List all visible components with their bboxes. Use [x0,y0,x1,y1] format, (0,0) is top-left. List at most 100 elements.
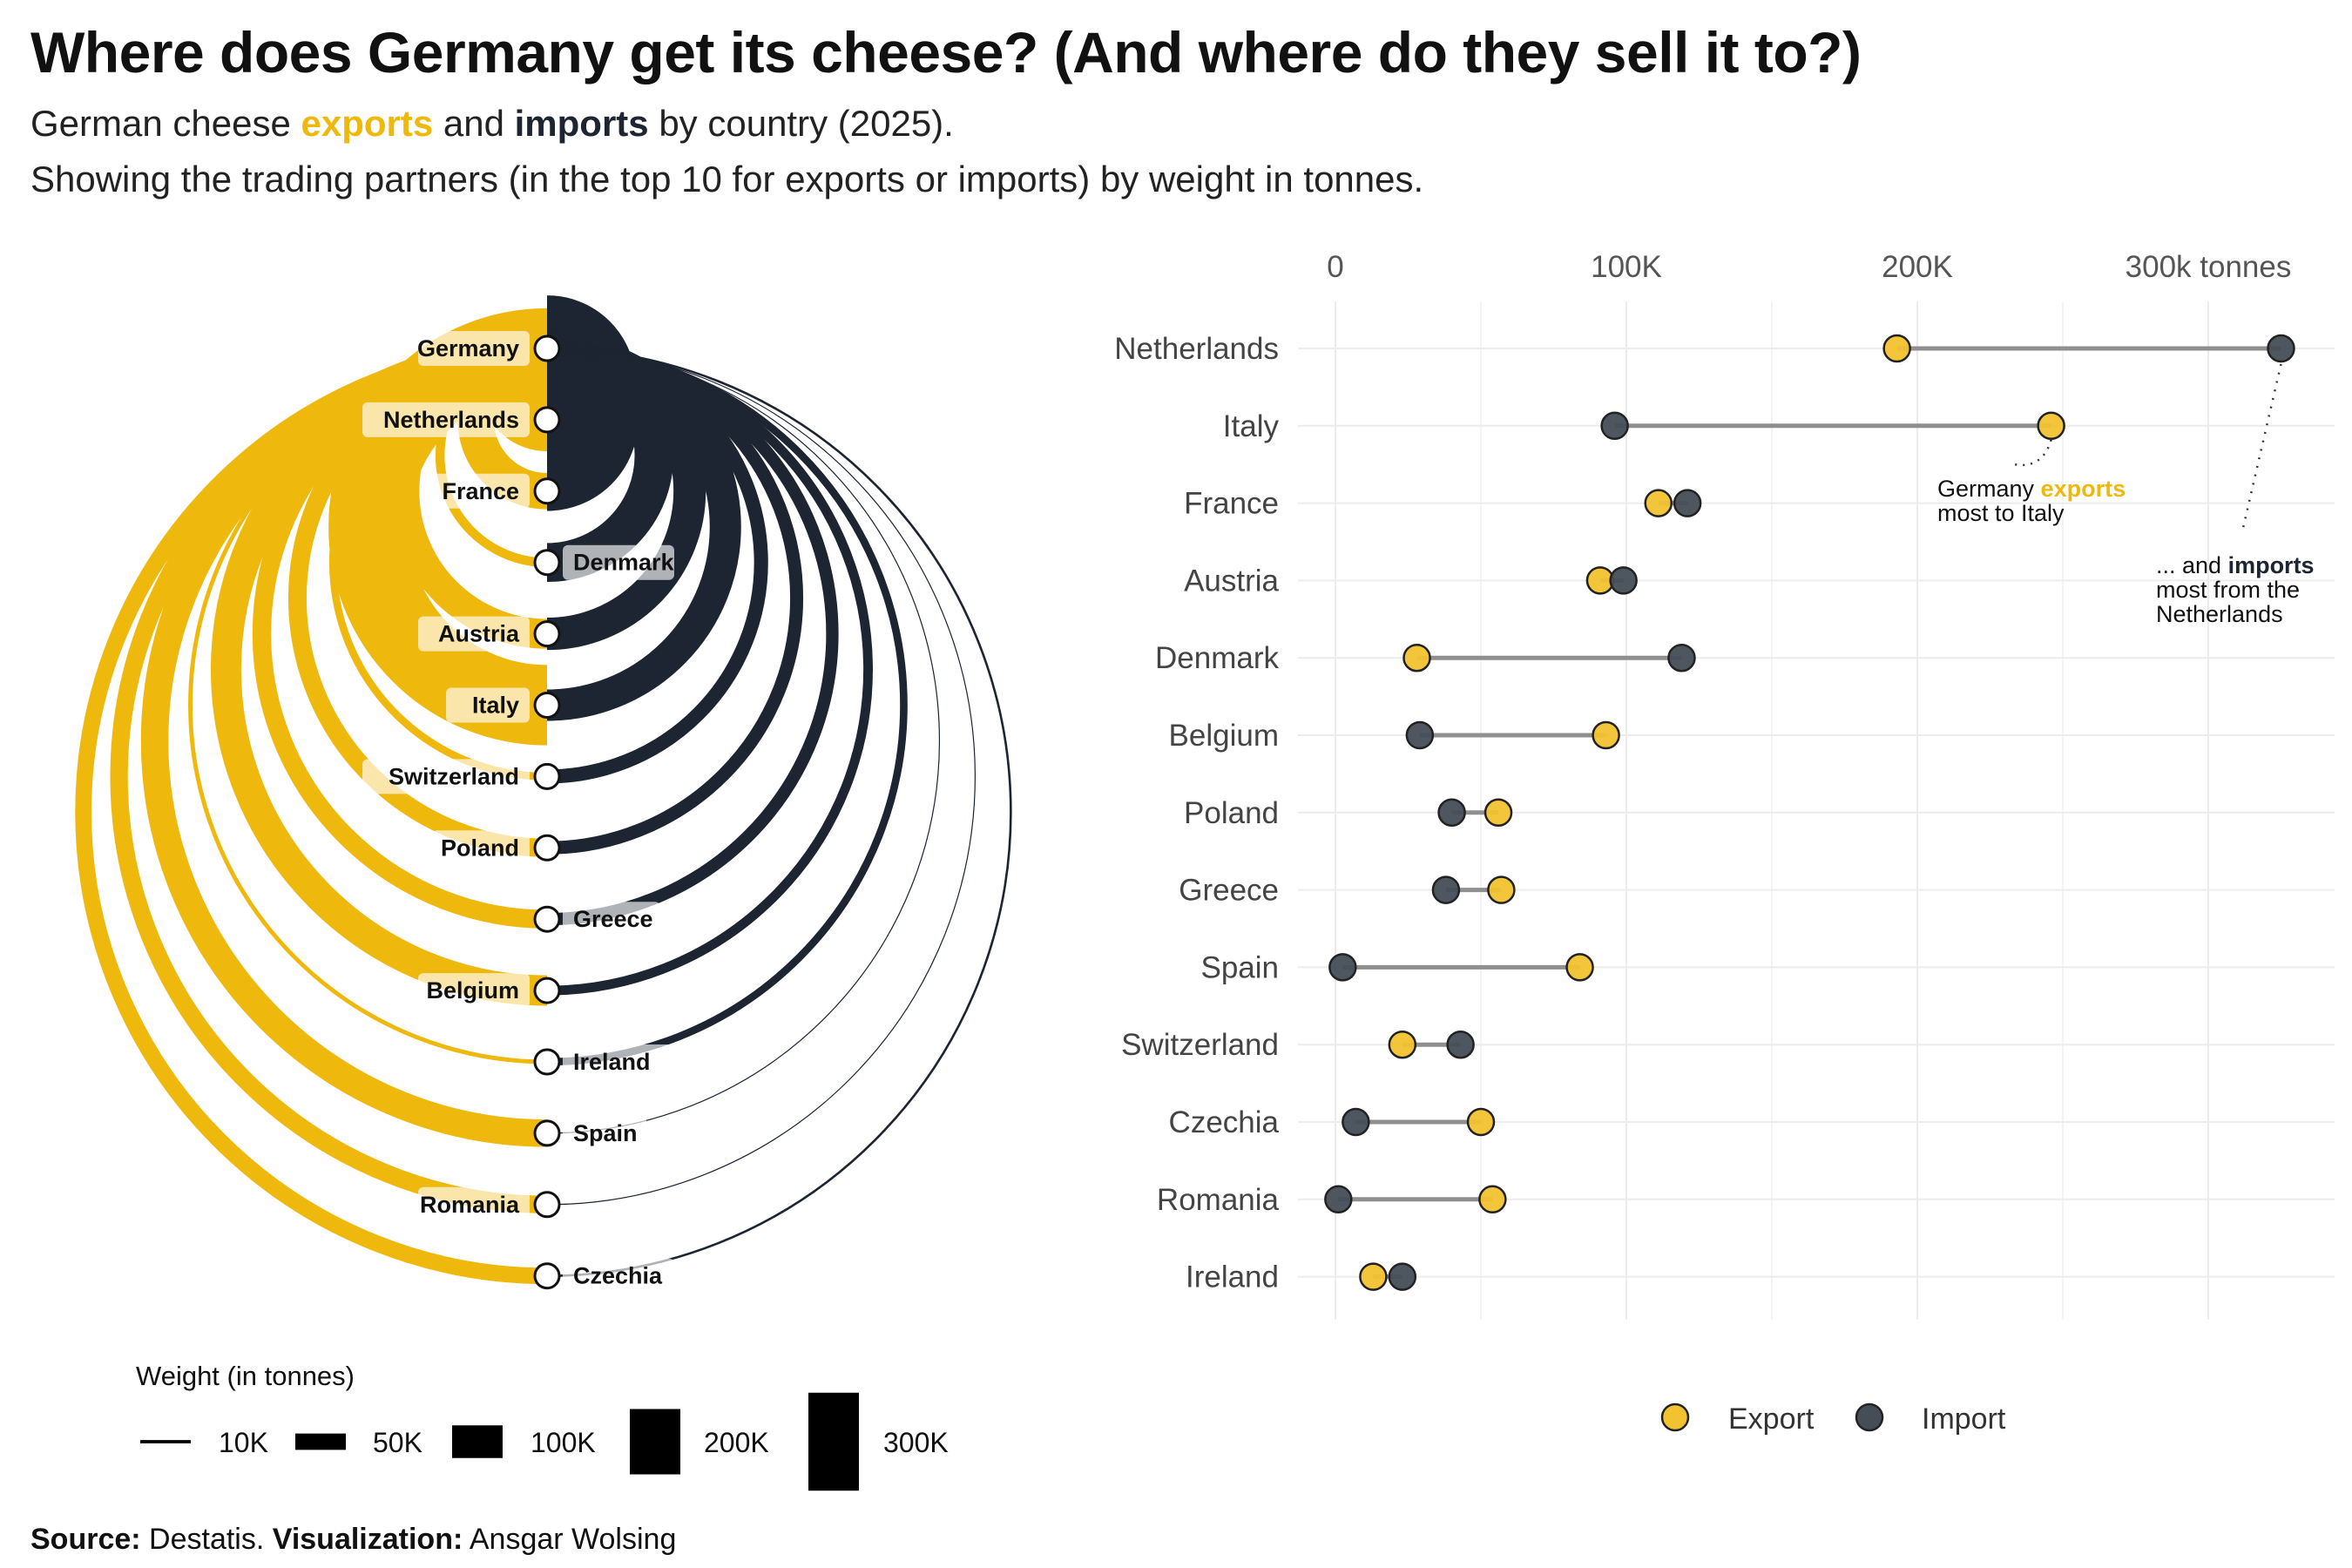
legend-import-dot [1855,1402,1884,1432]
node-label-bg [362,402,530,437]
node-romania [533,1191,561,1219]
export-dot-switzerland [1388,1030,1417,1059]
import-dot-denmark [1667,643,1696,672]
subtitle-text: by country (2025). [648,103,954,144]
node-label-bg [563,544,674,580]
subtitle-text: and [433,103,515,144]
node-label-belgium: Belgium [426,977,519,1004]
x-tick-label: 0 [1327,250,1343,284]
annotation-highlight: imports [2228,552,2315,578]
node-italy [533,692,561,719]
export-arc-switzerland [328,344,548,781]
node-france [533,477,561,505]
import-dot-netherlands [2267,334,2295,363]
node-label-denmark: Denmark [573,550,675,576]
node-label-ireland: Ireland [573,1049,651,1075]
node-switzerland [533,762,561,790]
node-label-switzerland: Switzerland [389,763,519,789]
subtitle-exports: exports [301,103,434,144]
weight-legend-swatch [808,1392,859,1491]
annotation-text: Germany [1937,476,2041,502]
category-label: Greece [1179,874,1279,908]
import-arc-belgium [546,343,873,996]
node-belgium [533,977,561,1004]
export-dot-belgium [1592,720,1620,750]
export-dot-romania [1478,1185,1507,1214]
node-spain [533,1119,561,1147]
import-dot-romania [1324,1185,1353,1214]
import-dot-spain [1328,953,1357,982]
import-dot-switzerland [1446,1030,1475,1059]
node-label-romania: Romania [420,1192,520,1218]
node-austria [533,620,561,648]
annotation-import: ... and imports [2156,552,2315,578]
dumbbell-chart: 0 100K 200K 300k tonnes Netherlands Italy Fran… [1114,250,2335,1436]
x-tick-label: 100K [1591,250,1662,284]
import-dot-czechia [1342,1107,1370,1137]
annotation-connector-import [2241,363,2282,529]
import-arc-romania [546,348,976,1206]
subtitle-imports: imports [514,103,649,144]
category-label: Netherlands [1114,332,1279,366]
import-dot-austria [1609,566,1638,595]
category-label: Spain [1200,950,1279,984]
node-label-bg [418,973,530,1009]
import-arc-ireland [546,344,908,1066]
export-dot-greece [1487,875,1516,904]
import-dot-france [1673,489,1702,517]
node-label-greece: Greece [573,906,653,932]
node-netherlands [533,406,561,434]
export-dot-ireland [1359,1262,1388,1291]
category-label: France [1184,487,1279,521]
subtitle-line-2: Showing the trading partners (in the top… [30,159,1424,199]
category-label: Belgium [1169,719,1279,753]
export-dot-denmark [1402,643,1431,672]
node-greece [533,905,561,933]
weight-legend-swatch [452,1425,503,1458]
export-dot-spain [1565,953,1594,982]
node-label-bg [432,473,530,509]
legend-export-label: Export [1728,1402,1815,1436]
export-dot-france [1644,489,1673,517]
node-label-bg [446,687,530,723]
node-ireland [533,1048,561,1076]
subtitle-line-1: German cheese exports and imports by cou… [30,103,954,145]
source-value: Destatis. [140,1523,273,1556]
viz-label: Visualization: [272,1523,463,1556]
weight-legend-label: 300K [883,1427,949,1458]
node-label-czechia: Czechia [573,1263,663,1289]
x-tick-label: 200K [1882,250,1953,284]
import-arc-spain [546,348,940,1134]
annotation-connector-export [2013,439,2052,467]
export-arc-poland [287,339,548,857]
category-label: Poland [1184,796,1279,830]
weight-legend-label: 200K [704,1427,769,1458]
viz-value: Ansgar Wolsing [463,1523,677,1556]
export-dot-czechia [1466,1107,1496,1137]
page-title: Where does Germany get its cheese? (And … [30,20,1862,84]
export-dot-netherlands [1882,334,1911,363]
source-caption: Source: Destatis. Visualization: Ansgar … [30,1523,676,1557]
legend-import-label: Import [1922,1402,2006,1436]
category-label: Romania [1157,1183,1280,1217]
weight-legend-swatch [630,1409,680,1475]
import-dot-ireland [1388,1262,1417,1291]
export-dot-italy [2037,411,2065,441]
arc-diagram: Germany Netherlands France Denmark Austria It… [75,295,1012,1294]
node-label-bg [418,1186,530,1222]
export-arc-ireland [188,346,548,1064]
weight-legend-label: 10K [219,1427,268,1458]
import-dot-greece [1431,875,1461,904]
annotation-export: Germany exports [1937,476,2126,502]
weight-legend-title: Weight (in tonnes) [136,1361,355,1391]
node-label-italy: Italy [472,693,519,719]
weight-legend: Weight (in tonnes) 10K 50K 100K 200K 300K [136,1361,949,1491]
node-label-bg [432,830,530,866]
import-arc-czechia [546,347,1012,1278]
category-label: Czechia [1169,1105,1280,1139]
node-germany [533,335,561,362]
category-label: Denmark [1155,641,1279,675]
import-dot-belgium [1405,720,1435,750]
annotation-text: ... and [2156,552,2228,578]
